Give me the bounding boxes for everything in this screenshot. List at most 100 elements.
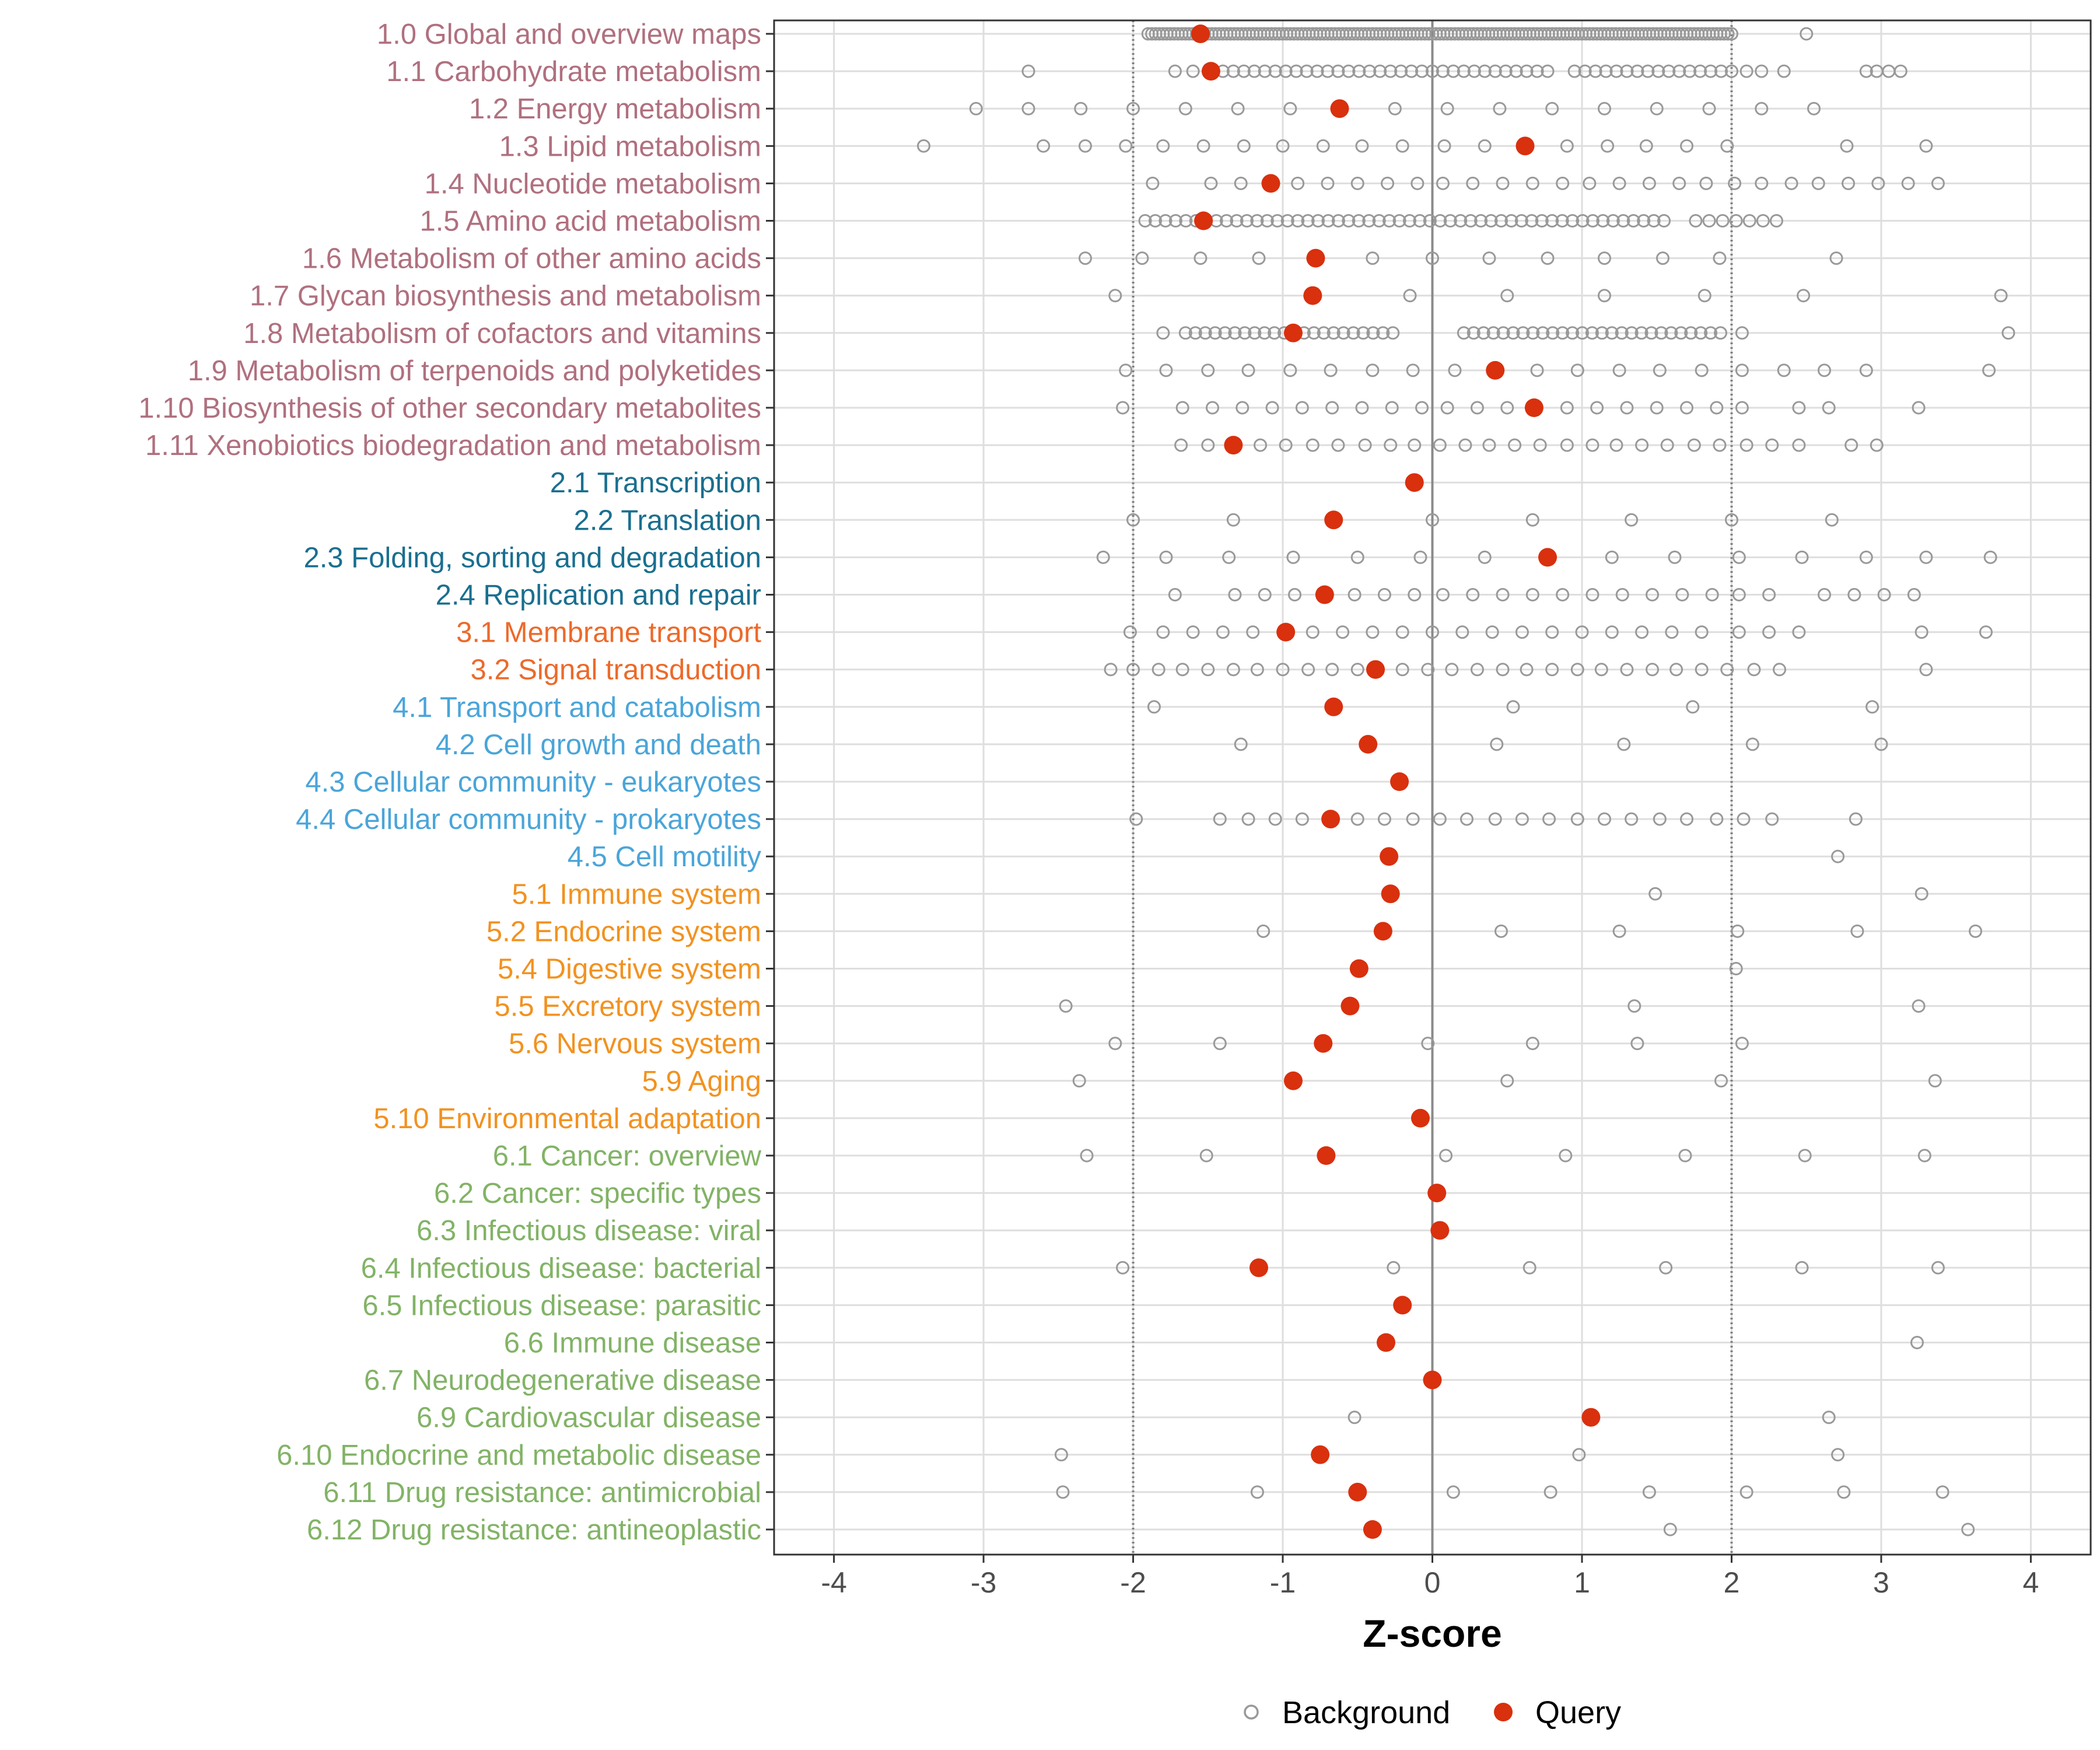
background-point: [1928, 1074, 1942, 1088]
x-tick-label: 3: [1873, 1566, 1889, 1599]
background-point: [1567, 64, 1581, 78]
background-point: [1597, 251, 1611, 265]
background-point: [1247, 64, 1261, 78]
background-point: [1159, 363, 1173, 377]
background-point: [1625, 513, 1639, 527]
background-point: [1936, 1485, 1950, 1499]
background-point: [1168, 588, 1182, 601]
background-point: [1702, 102, 1716, 116]
background-point: [1482, 438, 1496, 452]
background-point: [1381, 176, 1395, 190]
background-point: [1276, 139, 1290, 153]
background-point: [1866, 700, 1880, 714]
background-point: [1515, 812, 1529, 826]
background-point: [1585, 326, 1599, 340]
category-label: 4.4 Cellular community - prokaryotes: [296, 804, 761, 835]
background-point: [1078, 139, 1092, 153]
background-point: [1654, 326, 1668, 340]
background-point: [1021, 102, 1035, 116]
query-point: [1516, 136, 1535, 156]
category-label: 6.12 Drug resistance: antineoplastic: [307, 1514, 761, 1546]
background-point: [1915, 625, 1929, 639]
background-point: [1457, 64, 1471, 78]
background-point: [1665, 625, 1679, 639]
background-point: [1762, 588, 1776, 601]
category-label: 5.5 Excretory system: [495, 991, 761, 1023]
background-point: [1556, 176, 1570, 190]
background-point: [1234, 176, 1248, 190]
background-point: [1226, 663, 1240, 677]
background-point: [1321, 214, 1335, 228]
background-point: [1423, 214, 1437, 228]
x-tick-label: 4: [2023, 1566, 2039, 1599]
background-point: [1541, 64, 1555, 78]
x-tick-label: 2: [1724, 1566, 1740, 1599]
background-point: [1146, 176, 1160, 190]
background-point: [1159, 550, 1173, 564]
background-point: [1246, 625, 1260, 639]
background-point: [1382, 214, 1396, 228]
background-point: [1773, 663, 1787, 677]
category-label: 2.1 Transcription: [550, 467, 761, 499]
category-label: 6.4 Infectious disease: bacterial: [361, 1252, 761, 1284]
background-point: [1612, 363, 1626, 377]
background-point: [1188, 326, 1202, 340]
query-points: [1191, 24, 1601, 1539]
background-point: [1440, 401, 1454, 415]
background-point: [1721, 27, 1735, 41]
background-point: [1291, 176, 1305, 190]
background-point: [1765, 812, 1779, 826]
background-point: [1994, 289, 2008, 303]
background-point: [1912, 401, 1926, 415]
background-point: [1689, 214, 1703, 228]
background-point: [1807, 102, 1821, 116]
background-point: [1186, 625, 1200, 639]
x-tick-label: -1: [1270, 1566, 1296, 1599]
background-point: [1797, 289, 1811, 303]
x-tick-label: 0: [1424, 1566, 1441, 1599]
background-point: [1597, 102, 1611, 116]
background-point: [1710, 401, 1724, 415]
query-point: [1306, 249, 1325, 268]
background-point: [1724, 513, 1738, 527]
background-point: [1436, 64, 1450, 78]
background-point: [1310, 64, 1324, 78]
background-point: [1392, 214, 1406, 228]
background-point: [1228, 326, 1242, 340]
background-point: [1116, 401, 1130, 415]
background-point: [1123, 625, 1137, 639]
background-point: [1566, 326, 1580, 340]
background-point: [1714, 64, 1728, 78]
background-point: [1704, 64, 1718, 78]
background-point: [1108, 289, 1122, 303]
x-axis-ticks: -4 -3 -2 -1 0 1 2 3 4: [821, 1555, 2039, 1599]
background-point: [1651, 64, 1665, 78]
background-point: [1609, 438, 1623, 452]
background-point: [1234, 737, 1248, 751]
background-point: [1859, 64, 1873, 78]
background-point: [1387, 1261, 1401, 1275]
background-point: [1410, 176, 1424, 190]
background-point: [1575, 625, 1589, 639]
background-point: [1871, 176, 1885, 190]
background-point: [1735, 326, 1749, 340]
background-point: [1241, 363, 1255, 377]
background-point: [1388, 102, 1402, 116]
background-point: [1663, 1522, 1677, 1536]
background-point: [1324, 363, 1338, 377]
background-point: [1336, 326, 1350, 340]
background-point: [1686, 700, 1700, 714]
background-point: [1637, 214, 1651, 228]
background-point: [1919, 139, 1933, 153]
background-point: [1478, 139, 1492, 153]
background-point: [1276, 663, 1290, 677]
background-point: [1625, 326, 1639, 340]
category-label: 1.0 Global and overview maps: [377, 19, 761, 50]
background-point: [1395, 625, 1409, 639]
background-point: [1659, 1261, 1673, 1275]
background-point: [1288, 588, 1302, 601]
background-point: [1484, 214, 1498, 228]
background-point: [1635, 438, 1649, 452]
background-point: [1436, 176, 1450, 190]
background-point: [1158, 214, 1172, 228]
